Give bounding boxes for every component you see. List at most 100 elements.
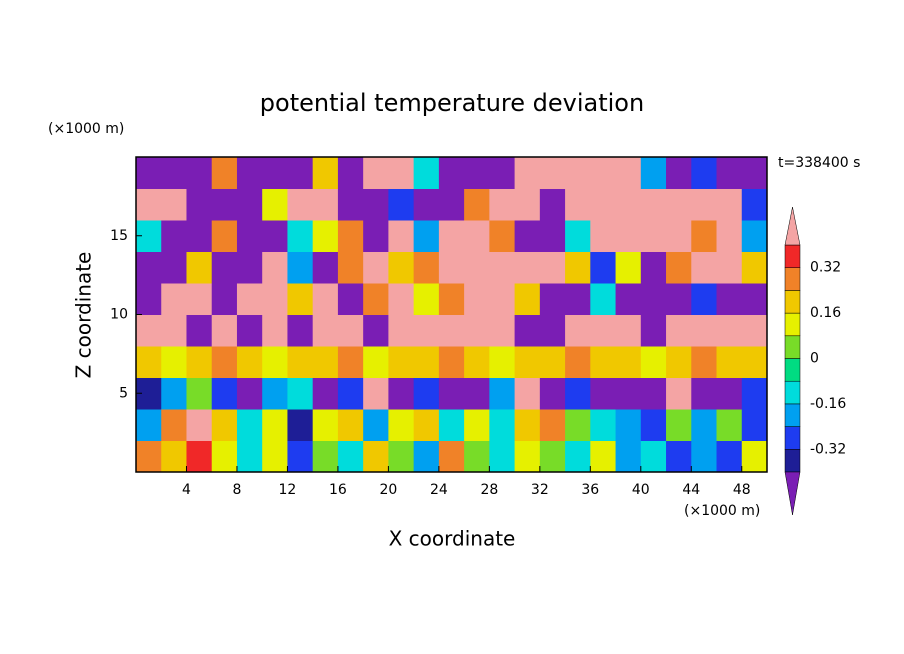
field-cell [640, 440, 667, 473]
field-cell [514, 346, 541, 378]
field-cell [590, 283, 617, 315]
field-cell [312, 409, 339, 441]
field-cell [312, 188, 339, 221]
field-cell [565, 157, 591, 189]
field-cell [666, 188, 692, 221]
field-cell [666, 251, 692, 284]
field-cell [640, 377, 667, 410]
field-cell [438, 157, 465, 189]
field-cell [489, 440, 516, 473]
field-cell [666, 314, 692, 347]
field-cell [186, 346, 213, 378]
colorbar-box [784, 380, 801, 405]
field-cell [539, 188, 566, 221]
field-cell [539, 346, 566, 378]
field-cell [716, 283, 743, 315]
field-cell [514, 377, 541, 410]
field-cell [716, 157, 743, 189]
field-cell [666, 346, 692, 378]
field-cell [363, 220, 389, 252]
field-cell [741, 220, 768, 252]
field-cell [464, 440, 490, 473]
field-cell [186, 440, 213, 473]
y-axis-label: Z coordinate [72, 252, 96, 379]
field-cell [262, 188, 288, 221]
field-cell [312, 220, 339, 252]
field-cell [262, 409, 288, 441]
field-cell [438, 251, 465, 284]
field-cell [236, 283, 263, 315]
field-cell [615, 220, 642, 252]
colorbar-box [784, 312, 801, 337]
field-cell [236, 377, 263, 410]
field-cell [539, 157, 566, 189]
field-cell [489, 251, 516, 284]
field-cell [464, 251, 490, 284]
field-cell [691, 377, 718, 410]
field-cell [211, 346, 238, 378]
field-cell [590, 440, 617, 473]
field-cell [312, 157, 339, 189]
field-cell [514, 409, 541, 441]
x-tick-label: 8 [232, 482, 241, 498]
field-cell [186, 314, 213, 347]
colorbar-box [784, 244, 801, 268]
field-cell [388, 188, 415, 221]
field-cell [691, 220, 718, 252]
field-cell [691, 440, 718, 473]
x-tick-label: 24 [430, 482, 448, 498]
field-cell [615, 377, 642, 410]
field-cell [388, 440, 415, 473]
x-tick-label: 20 [379, 482, 397, 498]
field-cell [666, 409, 692, 441]
colorbar-box [784, 358, 801, 382]
field-cell [691, 157, 718, 189]
field-cell [136, 346, 162, 378]
field-cell [640, 346, 667, 378]
field-cell [565, 314, 591, 347]
field-cell [211, 440, 238, 473]
field-cell [262, 157, 288, 189]
field-cell [489, 157, 516, 189]
chart-title: potential temperature deviation [260, 89, 644, 117]
field-cell [262, 440, 288, 473]
x-tick-label: 40 [632, 482, 650, 498]
field-cell [236, 346, 263, 378]
field-cell [287, 157, 314, 189]
field-cell [615, 409, 642, 441]
field-cell [211, 377, 238, 410]
field-cell [565, 377, 591, 410]
field-cell [615, 251, 642, 284]
field-cell [136, 188, 162, 221]
field-cell [211, 157, 238, 189]
field-cell [236, 157, 263, 189]
field-cell [640, 251, 667, 284]
y-tick-label: 10 [110, 307, 128, 323]
colorbar-box [784, 449, 801, 473]
field-cell [388, 220, 415, 252]
colorbar-box [784, 403, 801, 427]
field-cell [464, 409, 490, 441]
x-tick-label: 32 [531, 482, 549, 498]
field-cell [413, 251, 440, 284]
colorbar-box [784, 426, 801, 450]
field-cell [337, 314, 364, 347]
field-cell [615, 188, 642, 221]
field-cell [413, 440, 440, 473]
field-cell [186, 283, 213, 315]
field-cell [161, 440, 187, 473]
field-cell [615, 314, 642, 347]
field-cell [514, 188, 541, 221]
x-tick-label: 4 [182, 482, 191, 498]
field-cell [262, 346, 288, 378]
field-cell [262, 377, 288, 410]
field-cell [413, 409, 440, 441]
colorbar-label: -0.32 [810, 441, 846, 457]
field-cell [590, 377, 617, 410]
field-cell [514, 220, 541, 252]
field-cell [615, 346, 642, 378]
field-cell [539, 251, 566, 284]
field-cell [464, 188, 490, 221]
field-cell [565, 220, 591, 252]
